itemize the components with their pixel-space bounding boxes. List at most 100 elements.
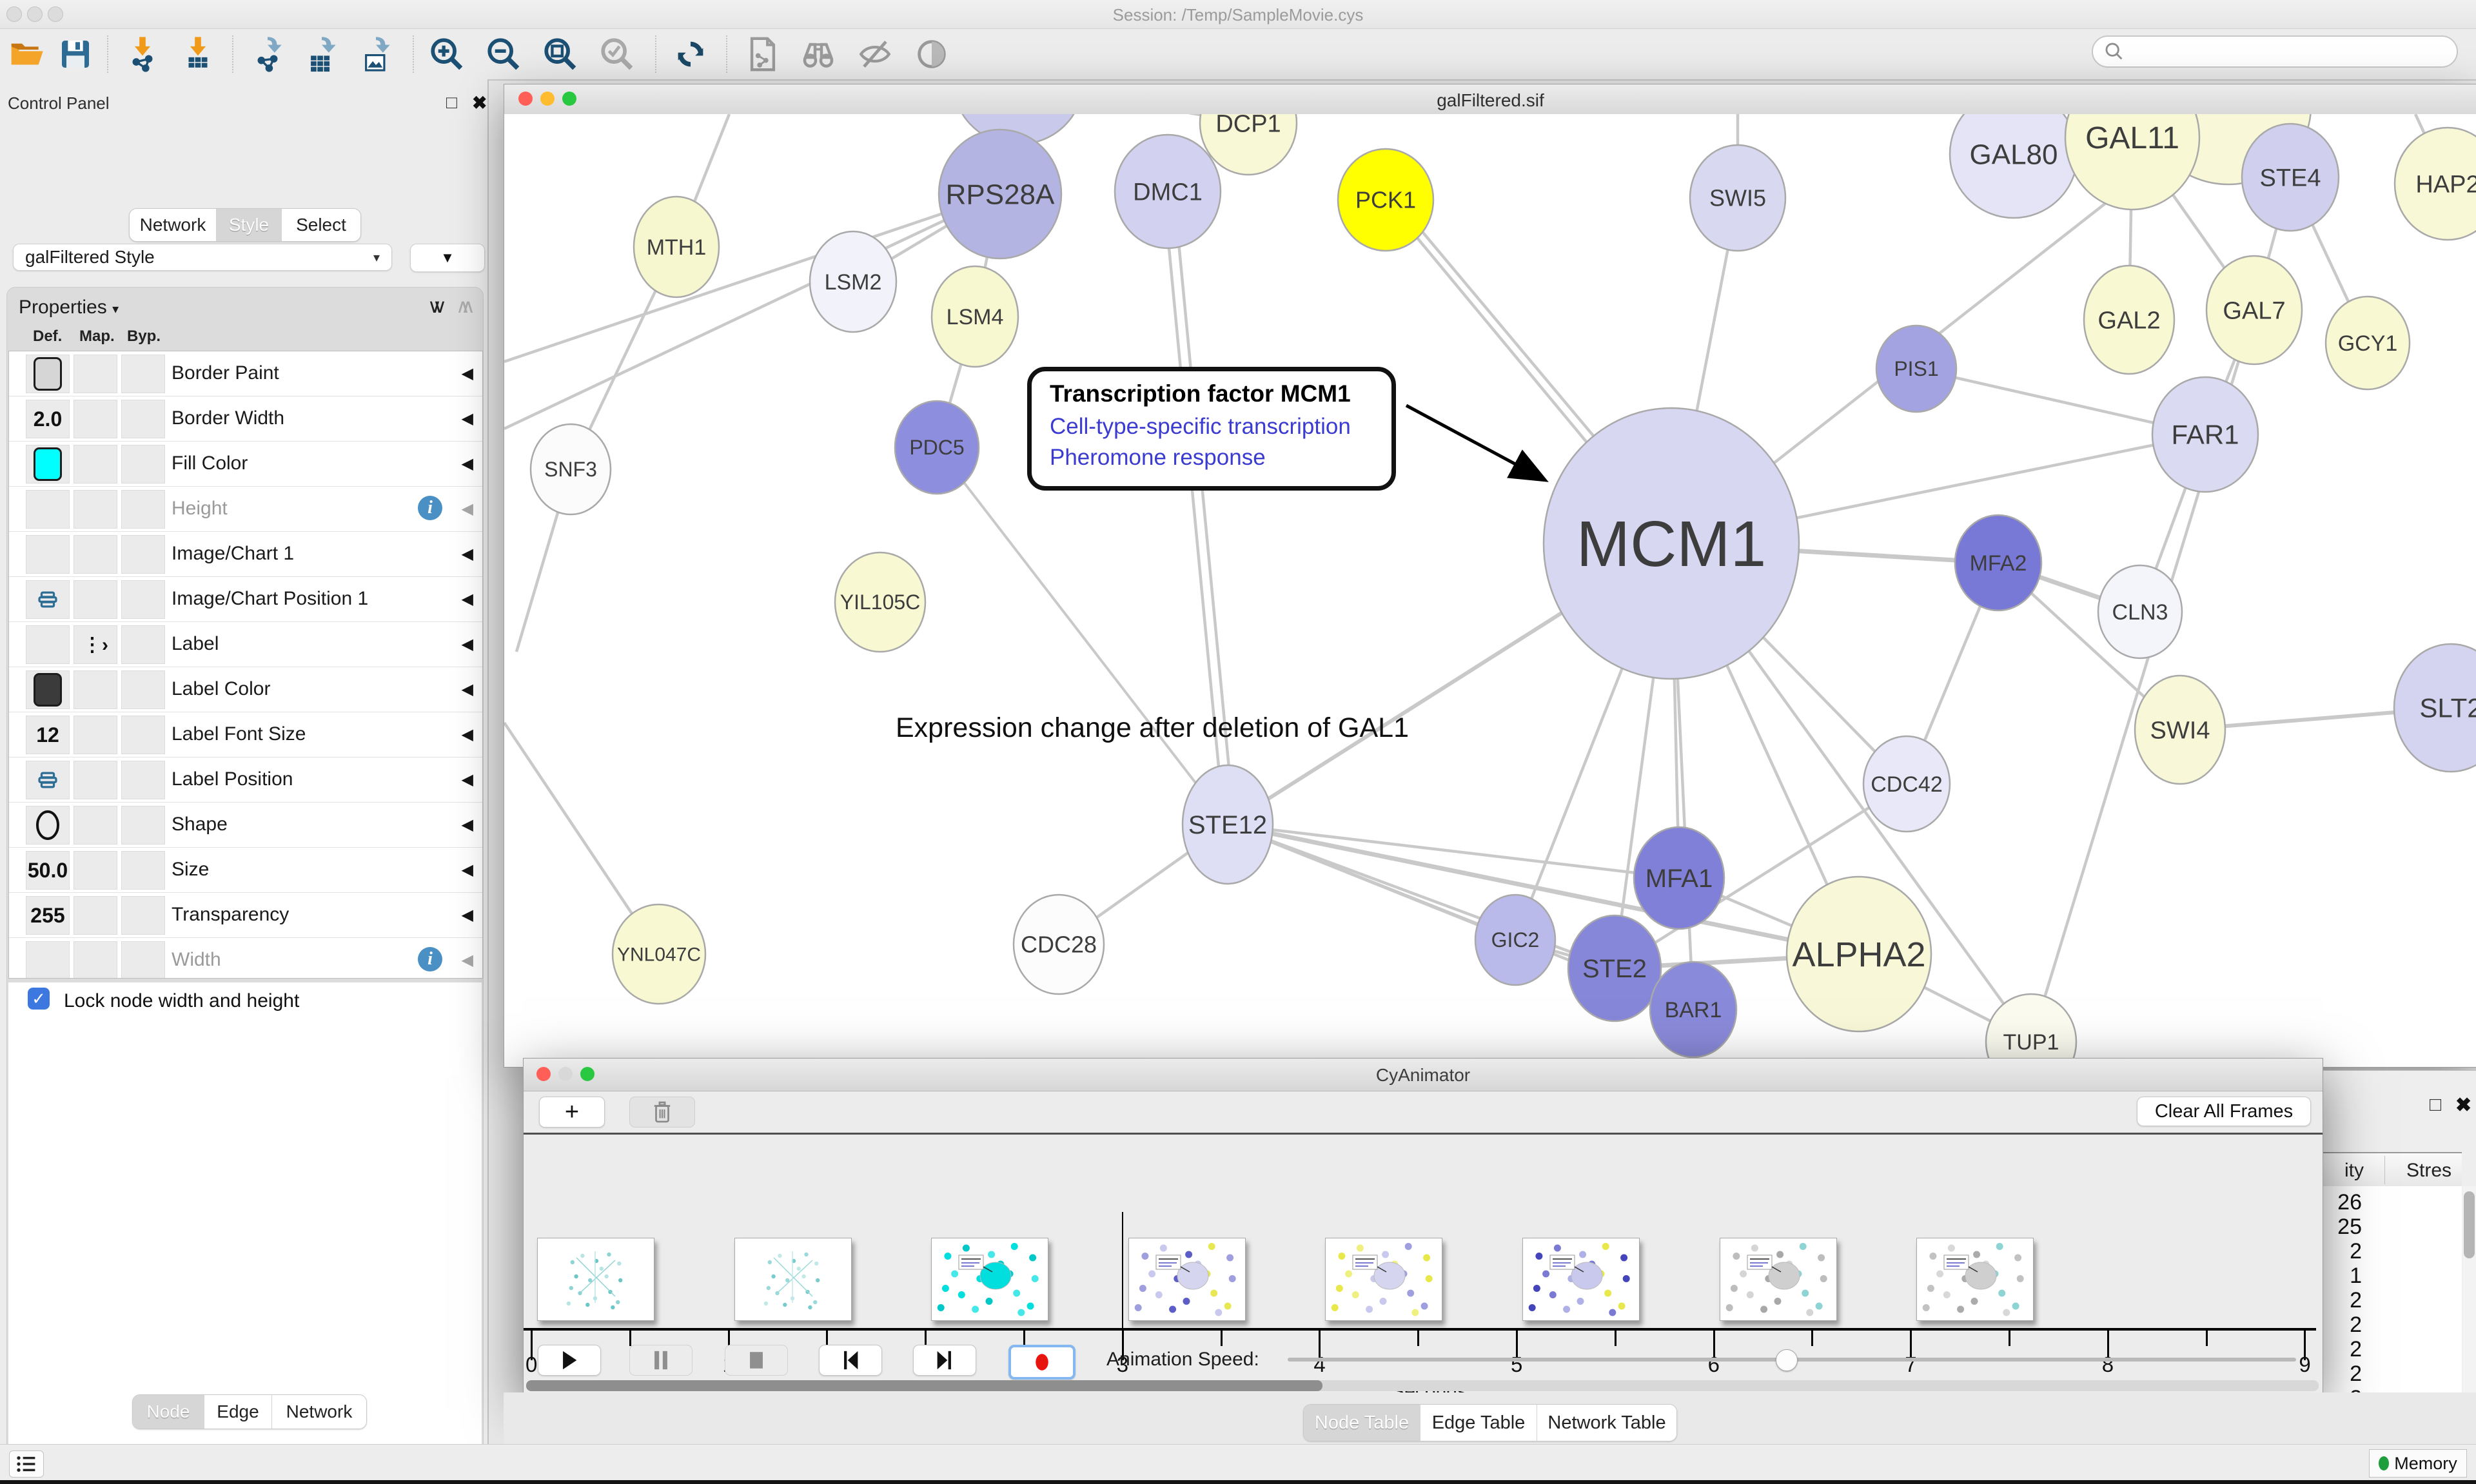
default-value-cell[interactable] xyxy=(26,445,70,483)
node-CLN3[interactable] xyxy=(2097,564,2183,659)
annotation-box[interactable]: Transcription factor MCM1 Cell-type-spec… xyxy=(1027,367,1396,491)
mapping-cell[interactable] xyxy=(74,851,117,890)
property-row-image-chart-1[interactable]: Image/Chart 1 ◀ xyxy=(9,532,482,577)
export-image-icon[interactable] xyxy=(356,34,396,74)
property-row-fill-color[interactable]: Fill Color ◀ xyxy=(9,442,482,487)
node-SLT2[interactable] xyxy=(2393,643,2476,773)
export-network-icon[interactable] xyxy=(248,34,288,74)
default-value-cell[interactable] xyxy=(26,670,70,709)
find-icon[interactable] xyxy=(798,34,838,74)
property-row-image-chart-position-1[interactable]: Image/Chart Position 1 ◀ xyxy=(9,577,482,622)
frame-5-thumbnail[interactable] xyxy=(1325,1238,1443,1321)
property-row-label[interactable]: ⋮› Label ◀ xyxy=(9,622,482,667)
mapping-cell[interactable]: ⋮› xyxy=(74,625,117,664)
bypass-cell[interactable] xyxy=(121,535,165,574)
mapping-cell[interactable] xyxy=(74,355,117,393)
node-RPS28A[interactable] xyxy=(938,128,1063,260)
mapping-cell[interactable] xyxy=(74,445,117,483)
node-CDC28[interactable] xyxy=(1012,893,1105,995)
table-column-partial[interactable]: ity xyxy=(2344,1160,2364,1181)
mapping-cell[interactable] xyxy=(74,400,117,438)
bypass-cell[interactable] xyxy=(121,851,165,890)
network-edge[interactable] xyxy=(1227,823,1680,880)
minimize-window-button[interactable] xyxy=(540,92,555,106)
node-DMC1[interactable] xyxy=(1114,133,1222,249)
export-table-icon[interactable] xyxy=(302,34,342,74)
bypass-cell[interactable] xyxy=(121,580,165,619)
expand-row-icon[interactable]: ◀ xyxy=(461,365,473,382)
expand-row-icon[interactable]: ◀ xyxy=(461,591,473,608)
bypass-cell[interactable] xyxy=(121,490,165,529)
collapse-all-icon[interactable]: ∧∧ xyxy=(456,296,475,317)
info-icon[interactable]: i xyxy=(418,947,442,971)
tab-edge[interactable]: Edge xyxy=(204,1395,272,1429)
frame-6-thumbnail[interactable] xyxy=(1522,1238,1640,1321)
default-value-cell[interactable]: 2.0 xyxy=(26,400,70,438)
default-value-cell[interactable] xyxy=(26,535,70,574)
tab-edge-table[interactable]: Edge Table xyxy=(1420,1405,1537,1441)
node-BAR1[interactable] xyxy=(1649,961,1738,1059)
stop-button[interactable] xyxy=(725,1345,788,1376)
node-GAL7[interactable] xyxy=(2205,255,2303,366)
node-SWI5[interactable] xyxy=(1689,144,1787,252)
expand-row-icon[interactable]: ◀ xyxy=(461,636,473,653)
style-options-button[interactable]: ▼ xyxy=(410,244,485,272)
column-divider[interactable] xyxy=(2384,1156,2385,1184)
mapping-cell[interactable] xyxy=(74,761,117,799)
close-window-button[interactable] xyxy=(518,92,533,106)
default-value-cell[interactable]: 12 xyxy=(26,716,70,754)
table-cell-value[interactable]: 2 xyxy=(2350,1288,2362,1313)
record-button[interactable] xyxy=(1008,1345,1076,1380)
network-edge[interactable] xyxy=(1162,193,1226,821)
node-MCM1[interactable] xyxy=(1542,407,1800,680)
default-value-cell[interactable] xyxy=(26,580,70,619)
bypass-cell[interactable] xyxy=(121,761,165,799)
default-value-cell[interactable] xyxy=(26,490,70,529)
expand-row-icon[interactable]: ◀ xyxy=(461,906,473,924)
network-edge[interactable] xyxy=(1227,823,1516,942)
property-row-width[interactable]: Width i ◀ xyxy=(9,938,482,978)
network-edge[interactable] xyxy=(1613,783,1908,970)
frame-8-thumbnail[interactable] xyxy=(1916,1238,2034,1321)
node-STE4[interactable] xyxy=(2241,122,2340,232)
table-cell-value[interactable]: 2 xyxy=(2350,1337,2362,1362)
node-CDC42[interactable] xyxy=(1862,735,1951,833)
float-panel-icon[interactable]: □ xyxy=(446,92,457,112)
node-LSM4[interactable] xyxy=(930,265,1019,368)
default-value-cell[interactable]: 50.0 xyxy=(26,851,70,890)
network-edge[interactable] xyxy=(1227,822,1860,957)
zoom-window-button[interactable] xyxy=(562,92,576,106)
bypass-cell[interactable] xyxy=(121,670,165,709)
bypass-cell[interactable] xyxy=(121,716,165,754)
node-STE2[interactable] xyxy=(1567,914,1662,1022)
node-MFA1[interactable] xyxy=(1633,826,1725,930)
table-cell-value[interactable]: 2 xyxy=(2350,1239,2362,1264)
default-value-cell[interactable] xyxy=(26,761,70,799)
frame-1-thumbnail[interactable] xyxy=(537,1238,654,1321)
frame-7-thumbnail[interactable] xyxy=(1719,1238,1837,1321)
save-session-icon[interactable] xyxy=(55,34,95,74)
node-LSM2[interactable] xyxy=(809,230,898,333)
skip-to-end-button[interactable] xyxy=(913,1345,976,1376)
expand-all-icon[interactable]: ∨∨ xyxy=(427,296,447,317)
close-window-button[interactable] xyxy=(536,1067,551,1081)
bypass-cell[interactable] xyxy=(121,941,165,978)
tab-node-table[interactable]: Node Table xyxy=(1304,1405,1420,1441)
pause-button[interactable] xyxy=(629,1345,693,1376)
node-GIC2[interactable] xyxy=(1474,893,1557,986)
hide-selected-icon[interactable] xyxy=(855,34,895,74)
timeline-playhead[interactable] xyxy=(1121,1212,1123,1356)
default-value-cell[interactable] xyxy=(26,941,70,978)
minimize-window-button[interactable] xyxy=(27,6,43,22)
property-row-label-position[interactable]: Label Position ◀ xyxy=(9,757,482,803)
add-frame-button[interactable]: + xyxy=(539,1097,605,1128)
expand-row-icon[interactable]: ◀ xyxy=(461,500,473,518)
zoom-selected-icon[interactable] xyxy=(597,34,637,74)
expand-row-icon[interactable]: ◀ xyxy=(461,952,473,969)
mapping-cell[interactable] xyxy=(74,490,117,529)
chevron-down-icon[interactable]: ▾ xyxy=(112,302,119,317)
node-HAP2[interactable] xyxy=(2393,126,2476,241)
show-all-icon[interactable] xyxy=(912,34,952,74)
node-GAL11[interactable] xyxy=(2064,114,2201,211)
close-window-button[interactable] xyxy=(6,6,22,22)
